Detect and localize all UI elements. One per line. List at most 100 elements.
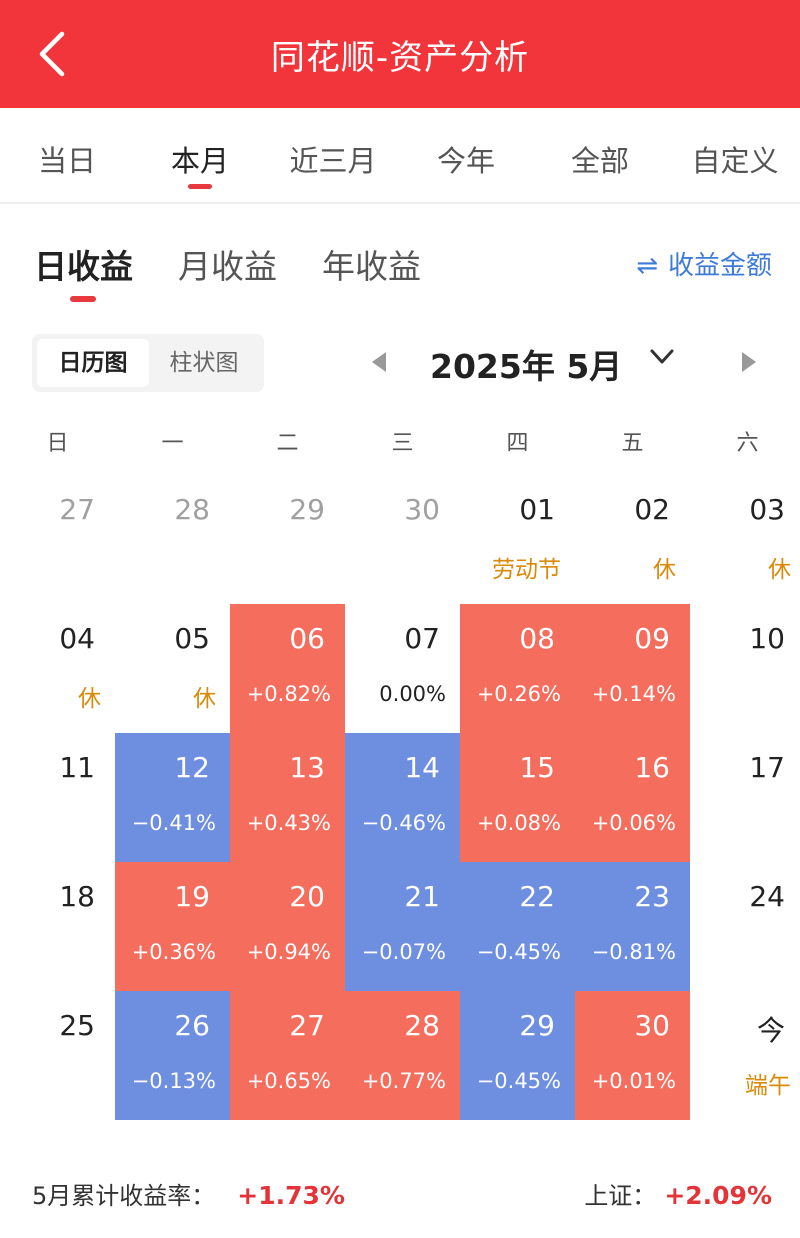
calendar-day-cell[interactable]: 29 xyxy=(230,475,345,604)
day-number: 25 xyxy=(59,1009,95,1042)
calendar-day-cell[interactable]: 16 +0.06% xyxy=(575,733,690,862)
daily-return: −0.45% xyxy=(476,1069,561,1093)
calendar-day-cell[interactable]: 08 +0.26% xyxy=(460,604,575,733)
weekday-label: 日 xyxy=(46,431,69,456)
app-header: 同花顺-资产分析 xyxy=(0,0,800,108)
daily-return: +0.82% xyxy=(246,682,331,706)
tab-yearly-earnings[interactable]: 年收益 xyxy=(322,247,421,286)
calendar-day-cell[interactable]: 15 +0.08% xyxy=(460,733,575,862)
calendar-day-cell[interactable]: 30 +0.01% xyxy=(575,991,690,1120)
daily-return: +0.01% xyxy=(591,1069,676,1093)
day-number: 12 xyxy=(174,751,210,784)
month-label: 2025年 5月 xyxy=(430,347,623,386)
calendar-day-cell[interactable]: 14 −0.46% xyxy=(345,733,460,862)
calendar-day-cell[interactable]: 22 −0.45% xyxy=(460,862,575,991)
calendar-day-cell[interactable]: 20 +0.94% xyxy=(230,862,345,991)
day-number: 21 xyxy=(404,880,440,913)
day-number: 今 xyxy=(756,1014,785,1047)
bar-view-button[interactable]: 柱状图 xyxy=(169,350,239,376)
day-number: 19 xyxy=(174,880,210,913)
calendar-day-cell[interactable]: 09 +0.14% xyxy=(575,604,690,733)
calendar-view-button[interactable]: 日历图 xyxy=(37,339,149,387)
tab-all[interactable]: 全部 xyxy=(570,144,629,178)
weekday-label: 六 xyxy=(736,431,759,456)
chevron-down-icon xyxy=(650,349,674,364)
calendar-day-cell[interactable]: 12 −0.41% xyxy=(115,733,230,862)
calendar-day-cell[interactable]: 25 xyxy=(0,991,115,1120)
daily-return: −0.13% xyxy=(131,1069,216,1093)
day-number: 22 xyxy=(519,880,555,913)
weekday-label: 三 xyxy=(391,431,414,456)
tab-this-month[interactable]: 本月 xyxy=(170,144,229,178)
day-number: 05 xyxy=(174,622,210,655)
daily-return: +0.36% xyxy=(131,940,216,964)
calendar-day-cell[interactable]: 11 xyxy=(0,733,115,862)
calendar-day-cell[interactable]: 01 劳动节 xyxy=(460,475,575,604)
calendar-day-cell[interactable]: 26 −0.13% xyxy=(115,991,230,1120)
calendar-day-cell[interactable]: 06 +0.82% xyxy=(230,604,345,733)
calendar-day-cell[interactable]: 03 休 xyxy=(690,475,800,604)
calendar-day-cell[interactable]: 30 xyxy=(345,475,460,604)
calendar-day-cell[interactable]: 05 休 xyxy=(115,604,230,733)
calendar-day-cell[interactable]: 21 −0.07% xyxy=(345,862,460,991)
tab-three-months[interactable]: 近三月 xyxy=(289,144,377,178)
calendar-day-cell[interactable]: 今端午 xyxy=(690,991,800,1120)
calendar-day-cell[interactable]: 24 xyxy=(690,862,800,991)
calendar-day-cell[interactable]: 18 xyxy=(0,862,115,991)
active-tab-indicator xyxy=(188,184,212,189)
calendar-day-cell[interactable]: 07 0.00% xyxy=(345,604,460,733)
tab-this-year[interactable]: 今年 xyxy=(436,144,495,178)
calendar-day-cell[interactable]: 02 休 xyxy=(575,475,690,604)
prev-month-button[interactable] xyxy=(372,352,386,372)
calendar-day-cell[interactable]: 28 xyxy=(115,475,230,604)
toggle-amount-label: 收益金额 xyxy=(667,251,772,281)
tab-today[interactable]: 当日 xyxy=(37,144,96,178)
day-number: 03 xyxy=(749,493,785,526)
day-number: 15 xyxy=(519,751,555,784)
month-selector[interactable]: 2025年 5月 xyxy=(430,340,674,388)
daily-return: +0.77% xyxy=(361,1069,446,1093)
daily-return: +0.26% xyxy=(476,682,561,706)
calendar-day-cell[interactable]: 10 xyxy=(690,604,800,733)
calendar-day-cell[interactable]: 27 +0.65% xyxy=(230,991,345,1120)
day-number: 04 xyxy=(59,622,95,655)
view-switch: 日历图 柱状图 xyxy=(32,334,264,392)
day-number: 23 xyxy=(634,880,670,913)
daily-return: +0.94% xyxy=(246,940,331,964)
day-number: 29 xyxy=(519,1009,555,1042)
monthly-return-label: 5月累计收益率： xyxy=(32,1182,216,1210)
daily-return: −0.81% xyxy=(591,940,676,964)
calendar-day-cell[interactable]: 23 −0.81% xyxy=(575,862,690,991)
day-number: 10 xyxy=(749,622,785,655)
daily-return: −0.45% xyxy=(476,940,561,964)
calendar-day-cell[interactable]: 04 休 xyxy=(0,604,115,733)
holiday-note: 休 xyxy=(768,557,791,583)
calendar-day-cell[interactable]: 28 +0.77% xyxy=(345,991,460,1120)
chevron-left-icon xyxy=(39,31,65,77)
day-number: 27 xyxy=(289,1009,325,1042)
day-number: 07 xyxy=(404,622,440,655)
holiday-note: 休 xyxy=(193,686,216,712)
tab-custom[interactable]: 自定义 xyxy=(691,144,779,178)
back-button[interactable] xyxy=(30,26,78,82)
calendar-day-cell[interactable]: 27 xyxy=(0,475,115,604)
toggle-amount-button[interactable]: ⇌ 收益金额 xyxy=(636,245,772,282)
calendar-day-cell[interactable]: 19 +0.36% xyxy=(115,862,230,991)
day-number: 28 xyxy=(404,1009,440,1042)
tab-monthly-earnings[interactable]: 月收益 xyxy=(178,247,277,286)
page-title: 同花顺-资产分析 xyxy=(270,38,530,78)
tab-daily-earnings[interactable]: 日收益 xyxy=(34,247,133,286)
calendar-day-cell[interactable]: 29 −0.45% xyxy=(460,991,575,1120)
day-number: 18 xyxy=(59,880,95,913)
day-number: 06 xyxy=(289,622,325,655)
next-month-button[interactable] xyxy=(742,352,756,372)
day-number: 30 xyxy=(404,493,440,526)
day-number: 08 xyxy=(519,622,555,655)
daily-return: +0.08% xyxy=(476,811,561,835)
holiday-note: 休 xyxy=(653,557,676,583)
calendar-day-cell[interactable]: 17 xyxy=(690,733,800,862)
day-number: 13 xyxy=(289,751,325,784)
day-number: 28 xyxy=(174,493,210,526)
calendar-day-cell[interactable]: 13 +0.43% xyxy=(230,733,345,862)
day-number: 26 xyxy=(174,1009,210,1042)
